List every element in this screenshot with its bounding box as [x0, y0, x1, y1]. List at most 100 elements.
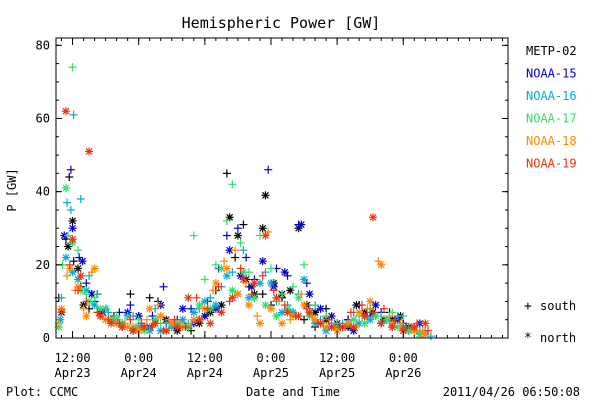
north-point-d2 [245, 301, 253, 309]
south-point [266, 264, 275, 273]
x-tick-time: 0:00 [257, 351, 286, 365]
south-point [297, 290, 306, 299]
south-point [63, 271, 72, 280]
chart-title: Hemispheric Power [GW] [182, 14, 381, 32]
south-point [214, 282, 223, 291]
north-point-d2 [372, 312, 380, 320]
south-point [142, 315, 151, 324]
north-point [96, 312, 105, 321]
south-point [253, 312, 262, 321]
south-point [74, 246, 83, 255]
north-point-d2 [405, 327, 413, 335]
north-point [68, 224, 77, 233]
north-point-d2 [273, 312, 280, 320]
north-point [225, 213, 234, 222]
south-point [200, 275, 209, 284]
north-point [261, 191, 270, 200]
north-point [388, 323, 397, 332]
south-point [289, 282, 298, 291]
north-point-d2 [339, 323, 347, 331]
south-point [239, 246, 248, 255]
south-point [424, 326, 433, 335]
north-point-d2 [74, 276, 82, 283]
north-point-d2 [74, 265, 82, 272]
south-point [278, 290, 286, 299]
north-point-d2 [195, 316, 203, 324]
north-point-d2 [372, 301, 380, 309]
x-axis-label: Date and Time [246, 385, 340, 399]
north-point-d2 [369, 213, 377, 221]
south-point [228, 180, 237, 189]
north-point [167, 319, 176, 328]
north-point-d2 [82, 312, 90, 320]
north-point-d2 [140, 323, 148, 331]
north-point [195, 315, 204, 324]
north-point-d2 [259, 257, 267, 265]
north-point-d2 [118, 323, 126, 331]
south-point [280, 301, 289, 310]
north-point-d2 [267, 279, 275, 287]
north-point [244, 293, 253, 302]
y-tick-label: 80 [36, 38, 50, 52]
north-point-d2 [377, 261, 385, 269]
south-point [75, 253, 84, 262]
south-point [311, 301, 320, 310]
north-point [415, 330, 424, 339]
south-point [90, 293, 99, 302]
north-point-d2 [190, 316, 198, 324]
north-point-d2 [173, 323, 181, 331]
north-point-d2 [62, 107, 70, 115]
x-tick-time: 12:00 [319, 351, 355, 365]
north-point-d2 [328, 312, 336, 320]
north-point-d2 [256, 319, 264, 327]
x-tick-date: Apr23 [54, 366, 90, 380]
north-point-d2 [259, 224, 267, 232]
north-point-d2 [388, 323, 396, 331]
north-point-d2 [157, 312, 165, 320]
north-point [338, 323, 347, 332]
north-point-d2 [217, 308, 225, 316]
north-point [244, 301, 253, 310]
north-point-d2 [361, 312, 369, 320]
x-tick-date: Apr26 [385, 366, 421, 380]
north-point [222, 271, 231, 280]
north-point-d2 [69, 224, 76, 232]
north-point [68, 216, 77, 225]
marker-legend-symbol: + [524, 299, 532, 314]
north-point [74, 264, 83, 273]
north-point [195, 301, 204, 310]
north-point-d2 [262, 191, 269, 199]
x-tick-time: 0:00 [124, 351, 153, 365]
north-point-d2 [245, 294, 253, 302]
south-point [324, 315, 333, 324]
north-point [247, 282, 256, 291]
south-point [82, 290, 91, 299]
north-point [294, 312, 303, 321]
north-point-d2 [350, 323, 358, 331]
north-point-d2 [62, 254, 70, 261]
north-point [410, 323, 419, 332]
north-point-d2 [317, 319, 325, 327]
north-point [344, 319, 353, 328]
x-tick-time: 0:00 [389, 351, 418, 365]
south-point [228, 268, 237, 277]
north-point-d2 [129, 327, 137, 335]
north-point [366, 297, 375, 306]
north-point [377, 319, 386, 328]
south-point [126, 315, 135, 324]
south-point [269, 286, 278, 295]
north-point-d2 [421, 319, 429, 327]
south-point [368, 308, 377, 317]
south-point [153, 301, 162, 310]
north-point-d2 [212, 301, 220, 309]
north-point-d2 [179, 316, 187, 324]
marker-legend-symbol: * [524, 331, 532, 346]
north-point-d2 [366, 297, 374, 305]
north-point [56, 315, 65, 324]
north-point-d2 [226, 213, 234, 221]
north-point-d2 [251, 279, 258, 287]
south-point [242, 253, 251, 262]
north-point [140, 323, 149, 332]
north-point [61, 253, 70, 262]
plot-source: Plot: CCMC [6, 385, 78, 399]
